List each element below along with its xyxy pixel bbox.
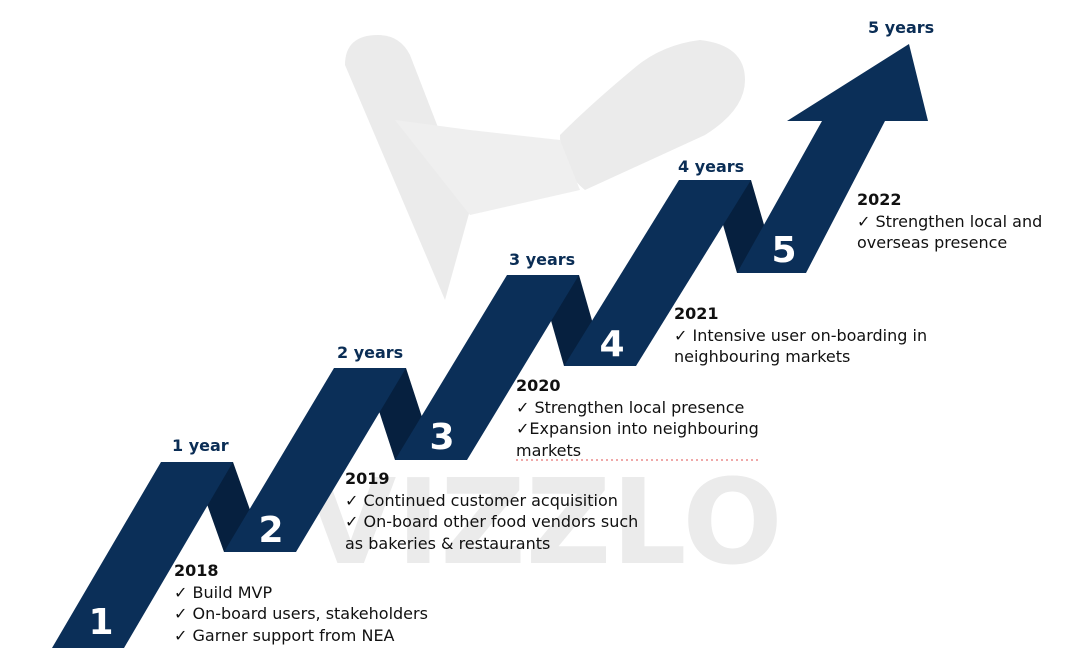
step-year-2: 2019 [345, 469, 390, 488]
duration-label-1: 1 year [172, 436, 229, 455]
step-1-item-3: ✓ Garner support from NEA [174, 625, 395, 645]
ribbon-step-3 [395, 275, 579, 460]
ribbon-step-4 [564, 180, 751, 366]
step-1-item-2: ✓ On-board users, stakeholders [174, 604, 428, 623]
ribbon-step-5-arrow [737, 44, 928, 273]
step-number-5: 5 [771, 230, 796, 271]
step-text-5: 2022 ✓ Strengthen local and overseas pre… [857, 189, 1042, 254]
step-3-item-3: markets [516, 440, 582, 460]
duration-label-2: 2 years [337, 343, 404, 362]
step-5-item-1: ✓ Strengthen local and [857, 211, 1043, 231]
step-5-item-2: overseas presence [857, 233, 1008, 252]
step-3-item-2: ✓Expansion into neighbouring [516, 419, 759, 438]
step-2-item-3: as bakeries & restaurants [345, 533, 551, 553]
step-number-4: 4 [599, 324, 624, 365]
step-text-3: 2020 ✓ Strengthen local presence ✓Expans… [516, 375, 759, 461]
ribbon-step-1 [52, 462, 233, 648]
watermark-logo: VIZZLO [305, 35, 783, 591]
step-3-item-1: ✓ Strengthen local presence [516, 397, 745, 417]
step-text-2: 2019 ✓ Continued customer acquisition ✓ … [345, 468, 638, 554]
step-number-1: 1 [88, 602, 113, 643]
step-year-4: 2021 [674, 304, 719, 323]
step-1-item-1: ✓ Build MVP [174, 582, 273, 602]
ribbon-step-2 [224, 368, 406, 552]
ribbon [52, 44, 928, 648]
step-4-item-1: ✓ Intensive user on-boarding in [674, 325, 928, 345]
duration-label-4: 4 years [678, 157, 745, 176]
duration-label-3: 3 years [509, 250, 576, 269]
duration-label-5: 5 years [868, 18, 935, 37]
step-2-item-1: ✓ Continued customer acquisition [345, 490, 618, 510]
step-text-1: 2018 ✓ Build MVP ✓ On-board users, stake… [174, 560, 428, 646]
step-text-4: 2021 ✓ Intensive user on-boarding in nei… [674, 303, 927, 368]
watermark-text: VIZZLO [305, 453, 783, 591]
step-year-1: 2018 [174, 561, 219, 580]
step-year-5: 2022 [857, 190, 902, 209]
step-4-item-2: neighbouring markets [674, 347, 851, 366]
step-number-2: 2 [258, 510, 283, 551]
step-number-3: 3 [429, 417, 454, 458]
step-2-item-2: ✓ On-board other food vendors such [345, 512, 639, 531]
step-year-3: 2020 [516, 376, 561, 395]
